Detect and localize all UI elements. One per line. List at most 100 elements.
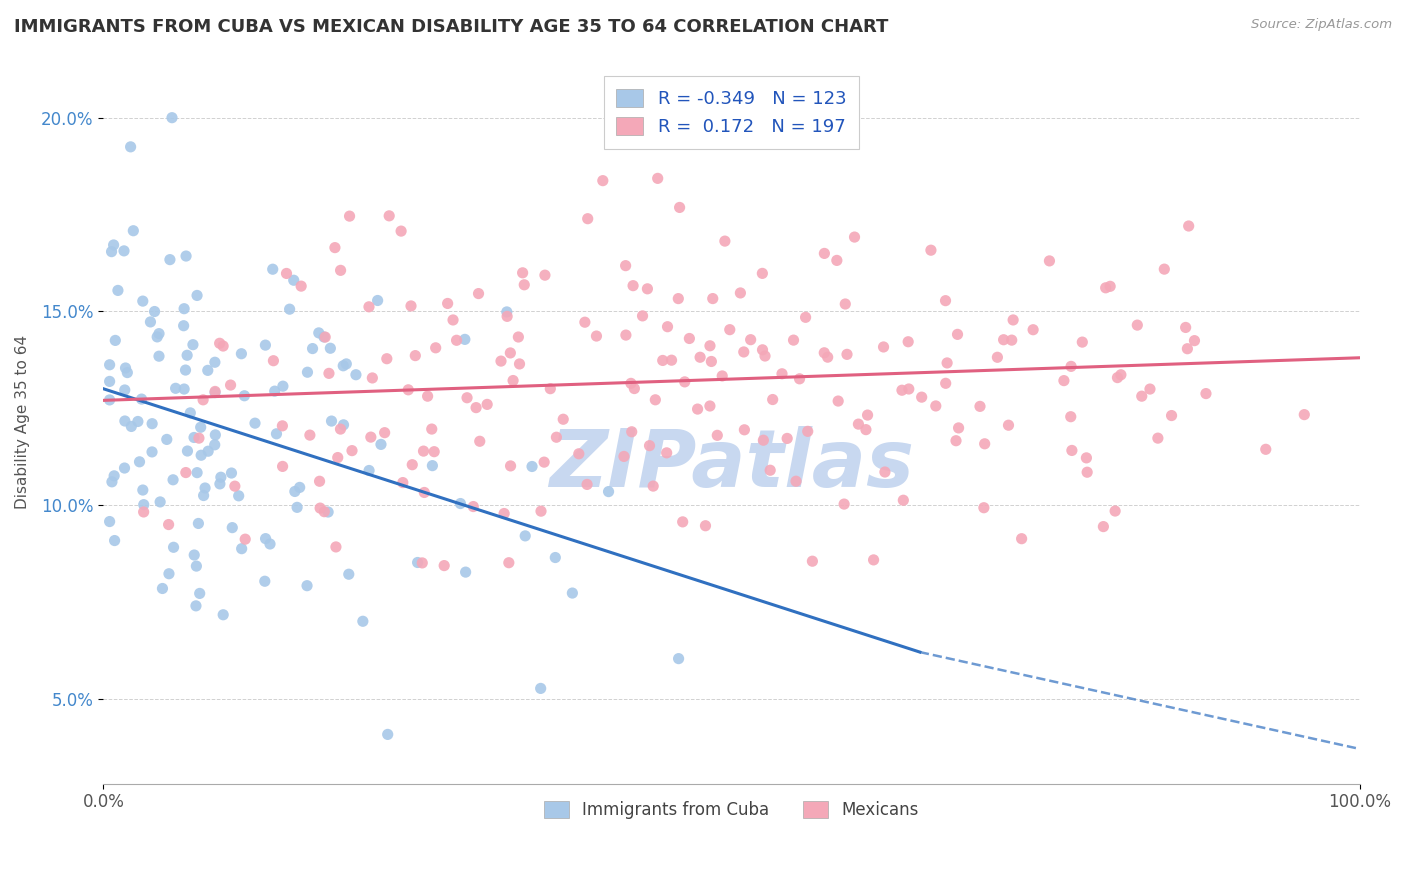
Point — [98, 515, 121, 529]
Point — [301, 342, 323, 356]
Point — [544, 550, 567, 565]
Point — [224, 479, 246, 493]
Point — [120, 419, 142, 434]
Point — [188, 586, 211, 600]
Point — [425, 341, 447, 355]
Point — [233, 532, 256, 546]
Point — [623, 382, 645, 396]
Point — [231, 541, 253, 556]
Point — [190, 448, 212, 462]
Point — [204, 438, 226, 452]
Point — [187, 516, 209, 531]
Point — [340, 443, 363, 458]
Point — [643, 479, 665, 493]
Point — [1104, 504, 1126, 518]
Point — [253, 574, 276, 589]
Point — [276, 267, 298, 281]
Point — [263, 384, 285, 399]
Point — [1076, 465, 1098, 479]
Point — [817, 350, 839, 364]
Point — [897, 334, 920, 349]
Point — [271, 459, 294, 474]
Point — [973, 437, 995, 451]
Point — [436, 296, 458, 310]
Point — [183, 548, 205, 562]
Point — [1053, 374, 1076, 388]
Point — [370, 437, 392, 451]
Point — [204, 384, 226, 399]
Point — [718, 323, 741, 337]
Point — [1130, 389, 1153, 403]
Point — [190, 420, 212, 434]
Point — [186, 466, 208, 480]
Point — [946, 327, 969, 342]
Point — [112, 244, 135, 258]
Point — [454, 565, 477, 579]
Point — [948, 421, 970, 435]
Point — [321, 414, 343, 428]
Point — [100, 244, 122, 259]
Point — [146, 330, 169, 344]
Point — [204, 385, 226, 400]
Point — [730, 285, 752, 300]
Point — [657, 319, 679, 334]
Point — [1002, 313, 1025, 327]
Point — [925, 399, 948, 413]
Point — [496, 310, 519, 324]
Point — [614, 328, 637, 343]
Point — [128, 455, 150, 469]
Point — [318, 367, 340, 381]
Point — [406, 556, 429, 570]
Point — [801, 554, 824, 568]
Point — [454, 332, 477, 346]
Point — [357, 463, 380, 477]
Point — [834, 297, 856, 311]
Point — [813, 246, 835, 260]
Point — [290, 279, 312, 293]
Point — [103, 468, 125, 483]
Point — [530, 681, 553, 696]
Point — [132, 505, 155, 519]
Point — [986, 351, 1008, 365]
Point — [148, 326, 170, 341]
Point — [312, 330, 335, 344]
Point — [467, 286, 489, 301]
Point — [561, 586, 583, 600]
Point — [644, 392, 666, 407]
Point — [475, 397, 498, 411]
Point — [181, 337, 204, 351]
Point — [700, 354, 723, 368]
Point — [193, 489, 215, 503]
Point — [173, 318, 195, 333]
Point — [194, 481, 217, 495]
Point — [796, 425, 818, 439]
Point — [132, 483, 155, 497]
Point — [538, 382, 561, 396]
Point — [1076, 450, 1098, 465]
Point — [107, 284, 129, 298]
Point — [204, 355, 226, 369]
Legend: Immigrants from Cuba, Mexicans: Immigrants from Cuba, Mexicans — [537, 795, 925, 826]
Point — [699, 399, 721, 413]
Point — [513, 277, 536, 292]
Point — [891, 383, 914, 397]
Point — [139, 315, 162, 329]
Point — [148, 349, 170, 363]
Point — [897, 382, 920, 396]
Point — [411, 556, 433, 570]
Point — [352, 614, 374, 628]
Point — [120, 140, 142, 154]
Text: Source: ZipAtlas.com: Source: ZipAtlas.com — [1251, 18, 1392, 31]
Point — [546, 430, 568, 444]
Point — [456, 391, 478, 405]
Point — [651, 353, 673, 368]
Point — [433, 558, 456, 573]
Point — [367, 293, 389, 308]
Point — [179, 406, 201, 420]
Point — [212, 339, 235, 353]
Point — [1254, 442, 1277, 457]
Text: ZIPatlas: ZIPatlas — [548, 426, 914, 504]
Point — [574, 315, 596, 329]
Point — [156, 433, 179, 447]
Point — [827, 394, 849, 409]
